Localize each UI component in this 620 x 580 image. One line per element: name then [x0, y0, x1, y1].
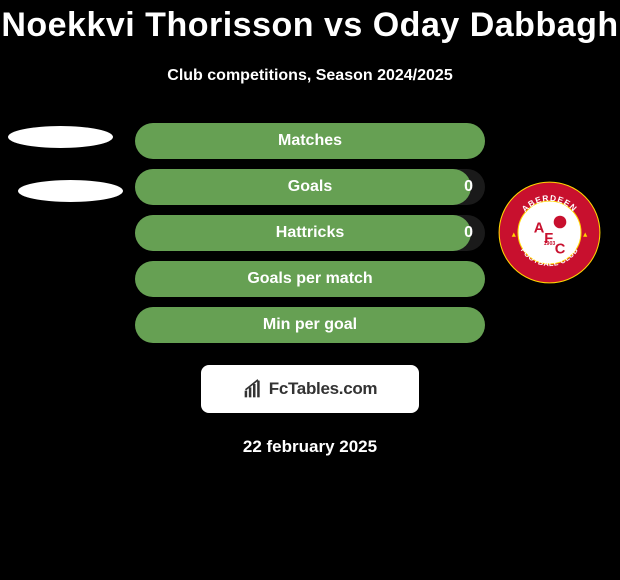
logo-text: FcTables.com [269, 379, 378, 399]
date-text: 22 february 2025 [0, 437, 620, 457]
svg-text:A: A [534, 221, 545, 237]
svg-text:1903: 1903 [544, 241, 556, 247]
stat-row-matches: Matches [135, 123, 485, 159]
page-subtitle: Club competitions, Season 2024/2025 [0, 67, 620, 85]
stat-row-goals: Goals 0 [135, 169, 485, 205]
svg-text:C: C [555, 242, 566, 258]
chart-icon [243, 379, 263, 399]
stat-label: Goals per match [247, 270, 372, 288]
stat-row-min-per-goal: Min per goal [135, 307, 485, 343]
stat-row-goals-per-match: Goals per match [135, 261, 485, 297]
stat-label: Hattricks [276, 224, 344, 242]
stat-label: Goals [288, 178, 332, 196]
stat-value-right: 0 [464, 224, 473, 242]
stat-label: Min per goal [263, 316, 357, 334]
stat-row-hattricks: Hattricks 0 [135, 215, 485, 251]
stat-value-right: 0 [464, 178, 473, 196]
page-title: Noekkvi Thorisson vs Oday Dabbagh [0, 0, 620, 45]
stat-label: Matches [278, 132, 342, 150]
player-left-placeholder-1 [8, 126, 113, 148]
fctables-logo[interactable]: FcTables.com [201, 365, 419, 413]
club-badge: ABERDEEN FOOTBALL CLUB A F C 1903 [497, 180, 602, 285]
player-left-placeholder-2 [18, 180, 123, 202]
